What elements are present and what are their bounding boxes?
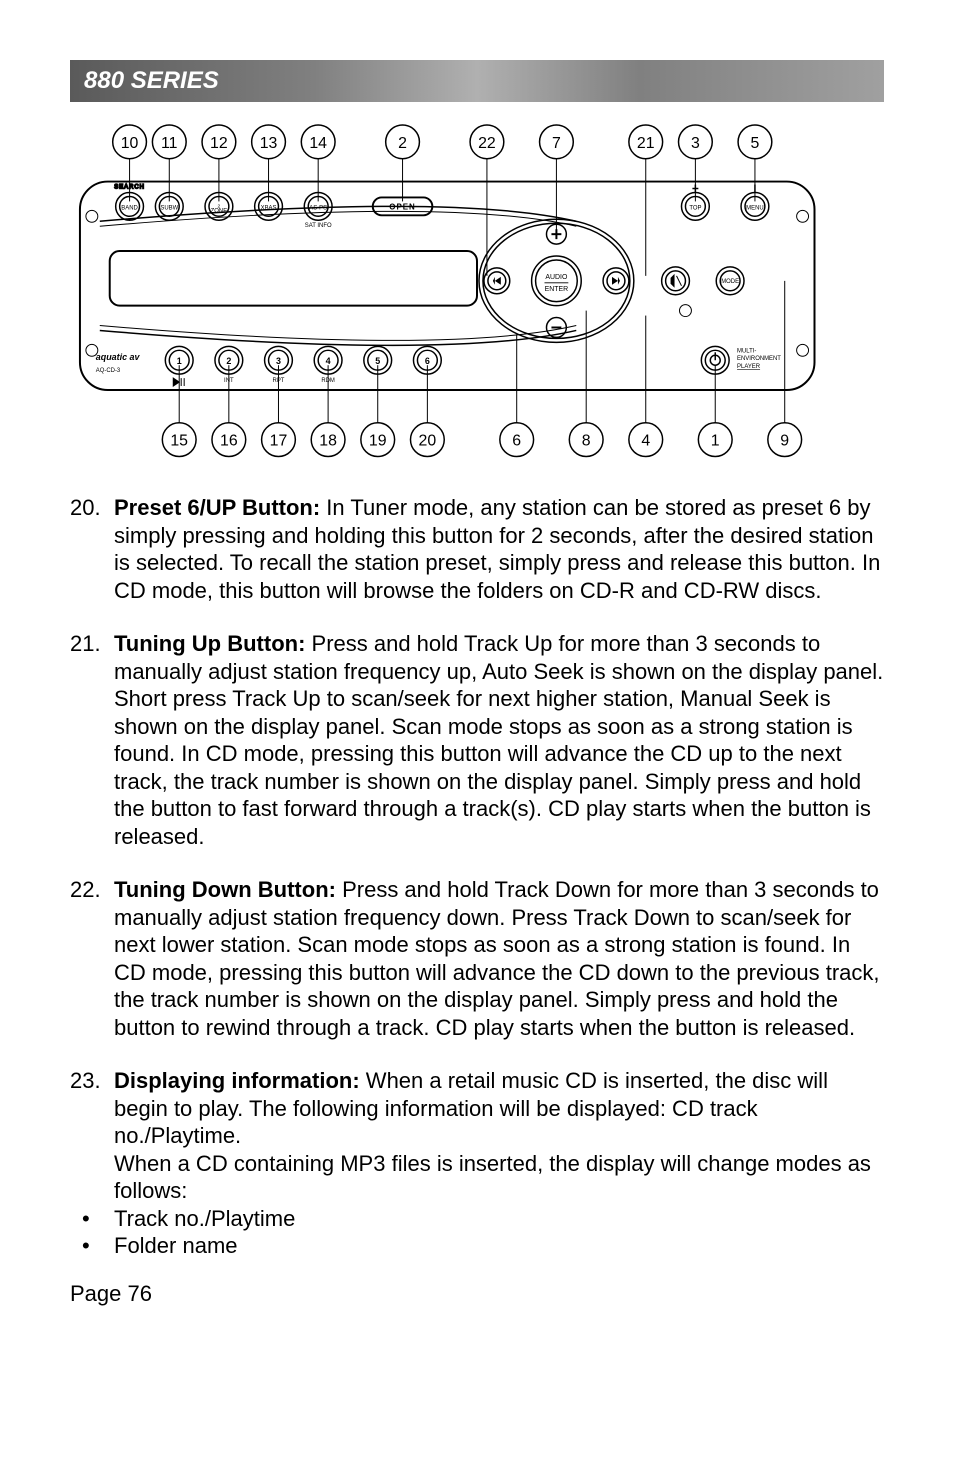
section-number: 21. xyxy=(70,630,114,658)
svg-text:19: 19 xyxy=(369,433,387,450)
svg-text:10: 10 xyxy=(121,135,139,152)
svg-text:ENTER: ENTER xyxy=(545,286,569,293)
svg-text:SAT INFO: SAT INFO xyxy=(305,223,332,229)
bullet-list: Track no./Playtime Folder name xyxy=(70,1205,884,1260)
svg-text:3: 3 xyxy=(691,135,700,152)
svg-text:7: 7 xyxy=(552,135,561,152)
svg-text:AQ-CD-3: AQ-CD-3 xyxy=(96,368,121,374)
svg-text:TOP: TOP xyxy=(689,205,701,211)
section-21: 21. Tuning Up Button: Press and hold Tra… xyxy=(70,630,884,850)
section-number: 23. xyxy=(70,1067,114,1095)
svg-text:11: 11 xyxy=(161,135,178,152)
section-23: 23. Displaying information: When a retai… xyxy=(70,1067,884,1260)
svg-text:SUBW: SUBW xyxy=(160,205,178,211)
svg-text:12: 12 xyxy=(210,135,228,152)
svg-text:RPT: RPT xyxy=(273,378,285,384)
header-bar: 880 SERIES xyxy=(70,60,884,102)
svg-text:6: 6 xyxy=(425,356,430,366)
svg-text:ENVIRONMENT: ENVIRONMENT xyxy=(737,356,781,362)
svg-text:8: 8 xyxy=(582,433,591,450)
svg-text:AS·PS: AS·PS xyxy=(309,205,327,211)
svg-text:5: 5 xyxy=(751,135,760,152)
svg-text:RDM: RDM xyxy=(321,378,335,384)
svg-text:20: 20 xyxy=(419,433,437,450)
svg-text:6: 6 xyxy=(512,433,521,450)
stereo-diagram: 10 11 12 13 14 2 22 7 21 3 5 15 16 17 18… xyxy=(70,122,884,460)
svg-text:MULTI-: MULTI- xyxy=(737,348,756,354)
svg-text:OPEN: OPEN xyxy=(389,202,415,211)
svg-text:1: 1 xyxy=(711,433,720,450)
list-item: Track no./Playtime xyxy=(70,1205,884,1233)
section-body: Displaying information: When a retail mu… xyxy=(114,1067,884,1205)
section-20: 20. Preset 6/UP Button: In Tuner mode, a… xyxy=(70,494,884,604)
svg-text:5: 5 xyxy=(375,356,380,366)
svg-text:INT: INT xyxy=(224,378,234,384)
section-body: Preset 6/UP Button: In Tuner mode, any s… xyxy=(114,494,884,604)
svg-text:MODE: MODE xyxy=(721,279,739,285)
section-title: Tuning Down Button: xyxy=(114,877,336,902)
svg-text:18: 18 xyxy=(319,433,337,450)
list-item: Folder name xyxy=(70,1232,884,1260)
svg-text:PLAYER: PLAYER xyxy=(737,364,761,370)
section-body: Tuning Up Button: Press and hold Track U… xyxy=(114,630,884,850)
section-body: Tuning Down Button: Press and hold Track… xyxy=(114,876,884,1041)
page-number: Page 76 xyxy=(70,1280,884,1308)
svg-text:21: 21 xyxy=(637,135,655,152)
svg-text:4: 4 xyxy=(641,433,650,450)
svg-text:BAND: BAND xyxy=(121,205,138,211)
section-title: Displaying information: xyxy=(114,1068,360,1093)
svg-text:3: 3 xyxy=(276,356,281,366)
svg-text:14: 14 xyxy=(309,135,327,152)
section-title: Preset 6/UP Button: xyxy=(114,495,320,520)
section-text-2: When a CD containing MP3 files is insert… xyxy=(114,1150,884,1205)
svg-text:15: 15 xyxy=(170,433,188,450)
svg-text:2: 2 xyxy=(398,135,407,152)
section-number: 22. xyxy=(70,876,114,904)
svg-text:22: 22 xyxy=(478,135,496,152)
svg-text:13: 13 xyxy=(260,135,278,152)
bullet-text: Folder name xyxy=(114,1233,238,1258)
section-text: Press and hold Track Up for more than 3 … xyxy=(114,631,883,849)
section-22: 22. Tuning Down Button: Press and hold T… xyxy=(70,876,884,1041)
svg-text:MENU: MENU xyxy=(746,205,763,211)
svg-text:SEARCH: SEARCH xyxy=(114,185,145,191)
svg-text:ZONE: ZONE xyxy=(211,208,228,214)
section-number: 20. xyxy=(70,494,114,522)
svg-text:AUDIO: AUDIO xyxy=(545,274,568,281)
svg-text:aquatic av: aquatic av xyxy=(96,352,141,362)
section-title: Tuning Up Button: xyxy=(114,631,305,656)
svg-text:4: 4 xyxy=(326,356,331,366)
bullet-text: Track no./Playtime xyxy=(114,1206,295,1231)
svg-text:2: 2 xyxy=(226,356,231,366)
series-title: 880 SERIES xyxy=(84,67,219,94)
svg-text:1: 1 xyxy=(177,356,182,366)
svg-text:17: 17 xyxy=(270,433,288,450)
svg-text:9: 9 xyxy=(780,433,789,450)
svg-text:16: 16 xyxy=(220,433,238,450)
svg-text:XBAS: XBAS xyxy=(261,205,277,211)
